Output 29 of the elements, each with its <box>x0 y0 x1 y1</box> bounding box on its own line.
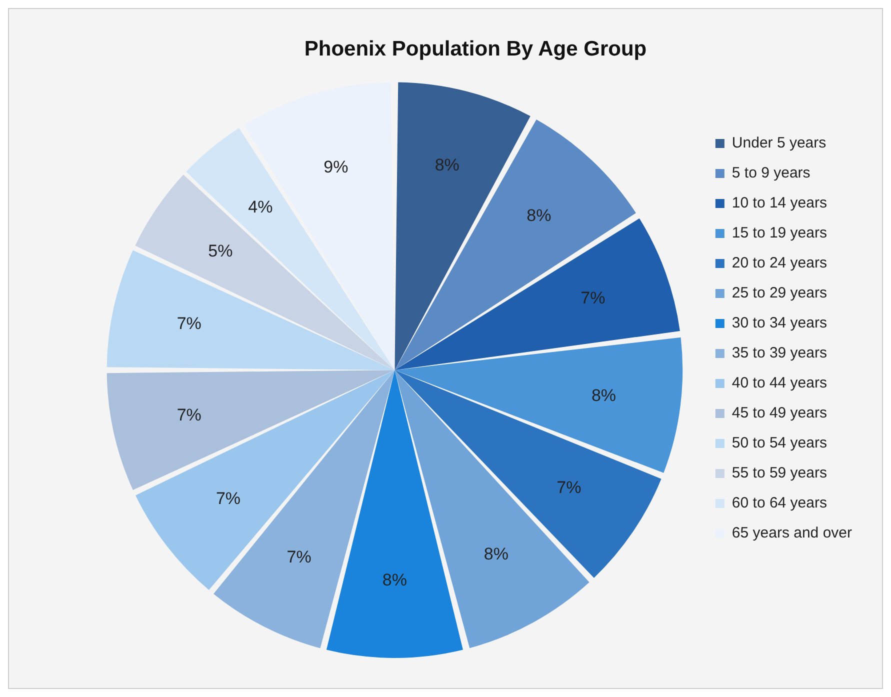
legend-label: 65 years and over <box>732 524 852 542</box>
legend-label: 60 to 64 years <box>732 494 827 512</box>
legend-label: 25 to 29 years <box>732 284 827 302</box>
legend-label: 40 to 44 years <box>732 374 827 392</box>
legend-label: 30 to 34 years <box>732 314 827 332</box>
data-label: 7% <box>216 488 241 508</box>
legend-label: 55 to 59 years <box>732 464 827 482</box>
data-label: 8% <box>434 156 460 175</box>
data-label: 7% <box>286 548 312 566</box>
legend-label: 50 to 54 years <box>732 434 827 452</box>
data-label: 7% <box>580 288 606 308</box>
legend-label: 35 to 39 years <box>732 344 827 362</box>
data-label: 7% <box>176 314 202 333</box>
legend-label: 45 to 49 years <box>732 404 827 422</box>
legend-label: 15 to 19 years <box>732 224 827 242</box>
legend-label: 20 to 24 years <box>732 254 827 272</box>
data-label: 9% <box>324 157 348 176</box>
chart-title: Phoenix Population By Age Group <box>304 37 647 60</box>
legend-label: 5 to 9 years <box>732 164 810 182</box>
data-label: 4% <box>248 197 273 216</box>
data-label: 5% <box>208 241 233 260</box>
data-label: 8% <box>591 386 616 406</box>
data-label: 7% <box>556 478 582 498</box>
data-label: 7% <box>176 406 202 425</box>
data-label: 8% <box>484 544 508 564</box>
legend-label: 10 to 14 years <box>732 194 827 212</box>
legend-label: Under 5 years <box>732 134 826 152</box>
data-label: 8% <box>526 206 552 226</box>
data-label: 8% <box>382 570 407 590</box>
